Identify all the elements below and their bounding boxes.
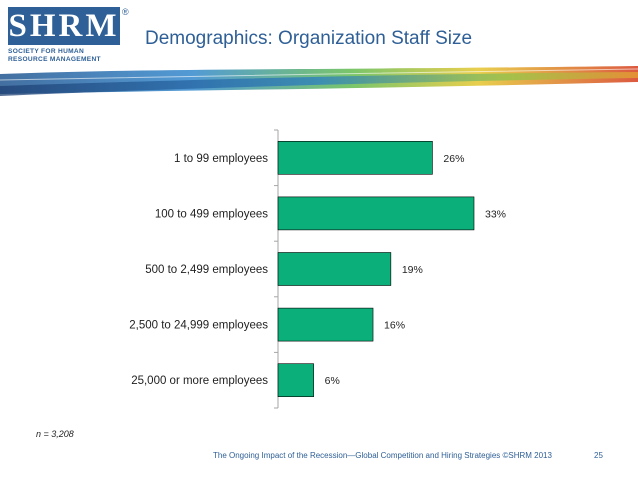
logo-subtitle-line2: RESOURCE MANAGEMENT — [8, 56, 101, 63]
logo-subtitle-line1: SOCIETY FOR HUMAN — [8, 48, 85, 55]
category-tick-label: 1 to 99 employees — [174, 153, 268, 165]
logo-mark: SHRM — [8, 7, 120, 45]
bar — [277, 141, 433, 175]
slide-title: Demographics: Organization Staff Size — [145, 28, 473, 49]
color-swoosh-banner — [0, 66, 638, 96]
bar — [277, 307, 374, 342]
category-tick-label: 500 to 2,499 employees — [145, 264, 268, 276]
footer-citation: The Ongoing Impact of the Recession—Glob… — [213, 451, 552, 460]
bar-data-label: 33% — [485, 208, 506, 220]
bar-data-label: 6% — [325, 375, 340, 387]
shrm-logo: SHRM ® SOCIETY FOR HUMAN RESOURCE MANAGE… — [8, 7, 129, 65]
page-number: 25 — [594, 451, 603, 460]
bar — [277, 363, 314, 398]
category-tick-label: 25,000 or more employees — [131, 375, 268, 387]
category-tick-label: 100 to 499 employees — [155, 208, 268, 220]
bar-data-label: 26% — [443, 153, 464, 165]
bar — [277, 196, 475, 231]
category-tick-label: 2,500 to 24,999 employees — [129, 320, 268, 332]
registered-mark: ® — [122, 7, 129, 17]
bar-data-label: 19% — [402, 264, 423, 276]
sample-size-note: n = 3,208 — [36, 429, 74, 439]
bar — [277, 252, 392, 286]
bar-data-label: 16% — [384, 320, 405, 332]
